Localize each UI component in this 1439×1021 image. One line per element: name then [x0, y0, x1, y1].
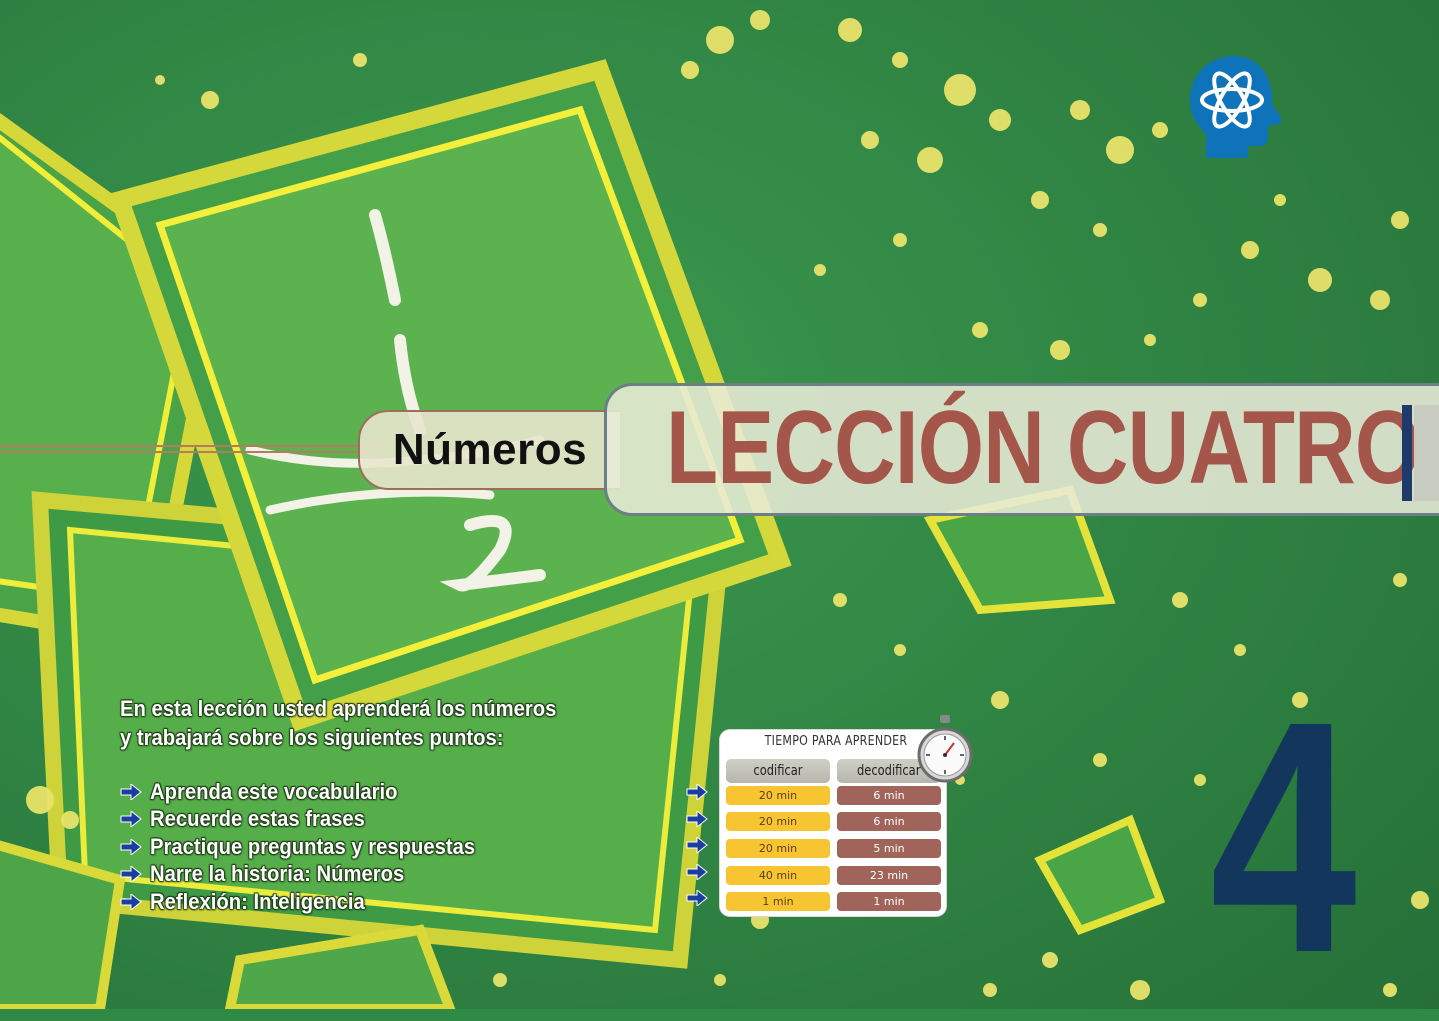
list-item: Aprenda este vocabulario [120, 778, 600, 806]
arrow-right-icon [120, 838, 142, 855]
title-accent-bar-light [1414, 405, 1439, 501]
objective-label: Narre la historia: Números [150, 861, 405, 887]
arrow-right-icon [120, 811, 142, 828]
objective-label: Recuerde estas frases [150, 806, 365, 832]
arrow-right-icon [686, 784, 708, 800]
brain-atom-icon [1190, 56, 1282, 158]
encode-time-cell: 20 min [726, 812, 830, 831]
arrow-right-icon [686, 863, 708, 880]
column-header-encode-label: codificar [753, 763, 803, 779]
lesson-number: 4 [1210, 652, 1357, 1021]
lesson-subtitle: Números [392, 425, 588, 474]
arrow-right-icon [686, 810, 708, 827]
list-item: Reflexión: Inteligencia [120, 888, 600, 916]
column-header-encode: codificar [726, 759, 830, 783]
list-item: Practique preguntas y respuestas [120, 833, 600, 861]
stopwatch-icon [917, 715, 973, 783]
timetable-arrows [686, 784, 708, 917]
decode-time-cell: 6 min [837, 812, 941, 831]
decode-time-cell: 23 min [837, 866, 941, 885]
arrow-right-icon [120, 893, 142, 910]
decode-time-cell: 6 min [837, 786, 941, 805]
list-item: Recuerde estas frases [120, 806, 600, 834]
objective-label: Practique preguntas y respuestas [150, 833, 476, 859]
decode-time-cell: 1 min [837, 892, 941, 911]
decode-time-cell: 5 min [837, 839, 941, 858]
title-rule-bottom [0, 451, 380, 453]
title-rule-top [0, 445, 380, 447]
lesson-title-panel [604, 383, 1439, 516]
objective-label: Reflexión: Inteligencia [150, 888, 365, 914]
lesson-title: LECCIÓN CUATRO [666, 390, 1421, 506]
encode-time-cell: 20 min [726, 786, 830, 805]
intro-line-2: y trabajará sobre los siguientes puntos: [120, 725, 504, 750]
arrow-right-icon [686, 890, 708, 906]
intro-line-1: En esta lección usted aprenderá los núme… [120, 696, 557, 721]
title-accent-bar [1402, 405, 1412, 501]
encode-time-cell: 40 min [726, 866, 830, 885]
arrow-right-icon [120, 866, 142, 883]
encode-time-cell: 20 min [726, 839, 830, 858]
arrow-right-icon [120, 783, 142, 800]
arrow-right-icon [686, 837, 708, 853]
time-to-learn-table: TIEMPO PARA APRENDER codificar decodific… [720, 730, 946, 916]
timetable-title: TIEMPO PARA APRENDER [764, 734, 908, 749]
lesson-objectives-list: Aprenda este vocabulario Recuerde estas … [120, 778, 600, 916]
encode-time-cell: 1 min [726, 892, 830, 911]
objective-label: Aprenda este vocabulario [150, 778, 398, 804]
lesson-subtitle-pill: Números [358, 410, 620, 490]
column-header-decode-label: decodificar [857, 763, 921, 779]
lesson-intro: En esta lección usted aprenderá los núme… [120, 694, 598, 752]
list-item: Narre la historia: Números [120, 861, 600, 889]
